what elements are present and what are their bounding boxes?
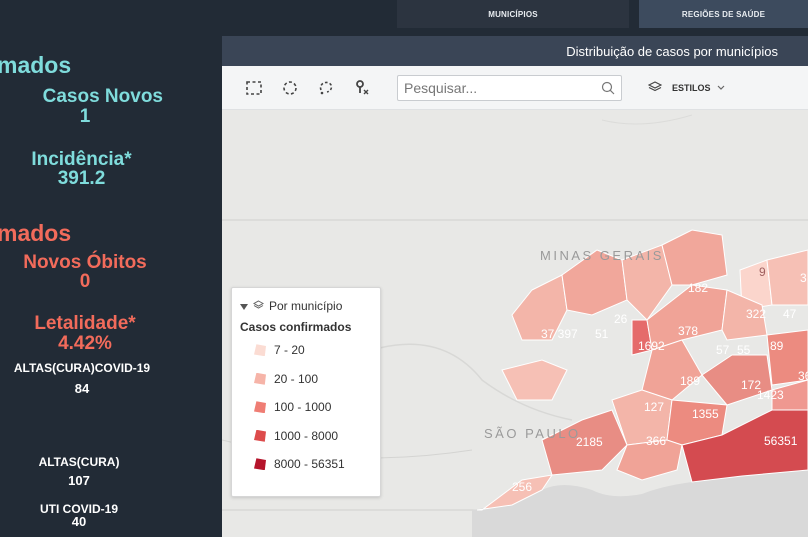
map-value-label: 9	[759, 265, 766, 279]
map-value-label: 37 397	[541, 327, 578, 341]
map-title: Distribuição de casos por municípios	[222, 36, 808, 66]
map-value-label: 47	[783, 307, 797, 321]
legend-group-header[interactable]: Por município	[240, 298, 372, 314]
map-value-label: 127	[644, 400, 664, 414]
lasso-select-icon[interactable]	[316, 78, 336, 98]
legend-item: 20 - 100	[240, 365, 372, 394]
map-value-label: 256	[512, 480, 532, 494]
novos-obitos-label: Novos Óbitos	[23, 252, 147, 273]
altas-label: ALTAS(CURA)	[38, 455, 120, 469]
altas-value: 107	[68, 473, 90, 488]
legend-swatch	[254, 401, 266, 414]
legend-item: 1000 - 8000	[240, 422, 372, 451]
search-icon[interactable]	[601, 81, 615, 100]
styles-dropdown[interactable]: ESTILOS	[647, 78, 725, 98]
legend-item: 8000 - 56351	[240, 450, 372, 479]
legend-swatch	[254, 344, 266, 357]
map-value-label: 1423	[757, 388, 784, 402]
stats-panel: mados Casos Novos 1 Incidência* 391.2 ma…	[0, 36, 222, 537]
map-value-label: 189	[680, 374, 700, 388]
map-value-label: 1355	[692, 407, 719, 421]
municipality-labels: 9 3 182 322 47 26 378 37 397 51 1692 57 …	[512, 265, 808, 494]
obitos-header: mados	[0, 220, 72, 246]
letalidade-value: 4.42%	[58, 333, 112, 354]
map-value-label: 378	[678, 324, 698, 338]
map-toolbar: ESTILOS	[222, 66, 808, 110]
uti-label: UTI COVID-19	[39, 502, 118, 516]
legend-range: 7 - 20	[274, 343, 305, 358]
legend-range: 1000 - 8000	[274, 428, 339, 443]
casos-novos-value-wrap: 1	[0, 107, 163, 127]
map-value-label: 36	[798, 369, 808, 383]
map-value-label: 26	[614, 312, 628, 326]
region-label-sao-paulo: SÃO PAULO	[484, 426, 581, 441]
search-box	[397, 75, 622, 101]
search-input[interactable]	[398, 76, 588, 100]
map-value-label: 322	[746, 307, 766, 321]
map-value-label: 182	[688, 281, 708, 295]
casos-novos-value: 1	[79, 106, 91, 127]
region-label-minas-gerais: MINAS GERAIS	[540, 248, 664, 263]
map-value-label: 55	[737, 343, 751, 357]
map-panel: Distribuição de casos por municípios	[222, 36, 808, 537]
legend-swatch	[254, 372, 266, 385]
map-value-label: 89	[770, 339, 784, 353]
tab-regioes-de-saude[interactable]: REGIÕES DE SAÚDE	[639, 0, 808, 28]
map-value-label: 2185	[576, 435, 603, 449]
legend-title: Casos confirmados	[240, 320, 352, 334]
legend-swatch	[254, 429, 266, 442]
map-value-label: 3	[800, 271, 807, 285]
novos-obitos-value: 0	[79, 271, 91, 292]
chevron-down-icon	[717, 83, 725, 93]
styles-label: ESTILOS	[672, 83, 711, 93]
caret-down-icon	[240, 299, 248, 313]
incidencia-label: Incidência*	[31, 149, 132, 170]
incidencia-value: 391.2	[57, 168, 106, 189]
legend-group-label: Por município	[269, 299, 343, 313]
layers-icon	[252, 299, 265, 313]
map-value-label: 1692	[638, 339, 665, 353]
letalidade-label: Letalidade*	[34, 313, 136, 334]
map-value-label: 172	[741, 378, 761, 392]
confirmed-header: mados	[0, 52, 72, 78]
uti-value: 40	[71, 514, 87, 529]
map-value-label: 366	[646, 434, 666, 448]
map-value-label: 57	[716, 343, 730, 357]
map-legend: Por município Casos confirmados 7 - 20 2…	[231, 287, 381, 497]
top-tab-bar: MUNICÍPIOS REGIÕES DE SAÚDE	[0, 0, 808, 36]
layers-icon	[647, 81, 663, 95]
legend-range: 20 - 100	[274, 371, 319, 386]
casos-novos-label: Casos Novos	[42, 86, 163, 107]
legend-item: 100 - 1000	[240, 393, 372, 422]
map-value-label: 51	[595, 327, 609, 341]
legend-range: 8000 - 56351	[274, 457, 345, 472]
legend-swatch	[254, 458, 266, 471]
clear-selection-icon[interactable]	[352, 78, 372, 98]
municipalities-layer[interactable]	[476, 229, 808, 511]
altas-covid-value: 84	[74, 381, 90, 396]
tab-municipios[interactable]: MUNICÍPIOS	[397, 0, 629, 28]
legend-item: 7 - 20	[240, 336, 372, 365]
rectangle-select-icon[interactable]	[244, 78, 264, 98]
circle-select-icon[interactable]	[280, 78, 300, 98]
altas-covid-label: ALTAS(CURA)COVID-19	[13, 361, 151, 375]
legend-range: 100 - 1000	[274, 400, 332, 415]
map-value-label: 56351	[764, 434, 798, 448]
